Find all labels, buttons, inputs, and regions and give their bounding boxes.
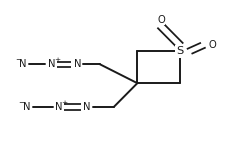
Text: N: N [23,102,30,112]
Text: +: + [54,57,60,63]
Text: −: − [15,57,21,63]
Text: S: S [176,46,183,56]
Text: +: + [61,100,67,106]
Text: N: N [48,59,55,69]
Text: −: − [18,100,24,106]
Text: O: O [209,40,217,50]
Text: N: N [19,59,27,69]
Text: O: O [157,15,165,25]
Text: N: N [55,102,62,112]
Text: N: N [73,59,81,69]
Text: N: N [83,102,91,112]
